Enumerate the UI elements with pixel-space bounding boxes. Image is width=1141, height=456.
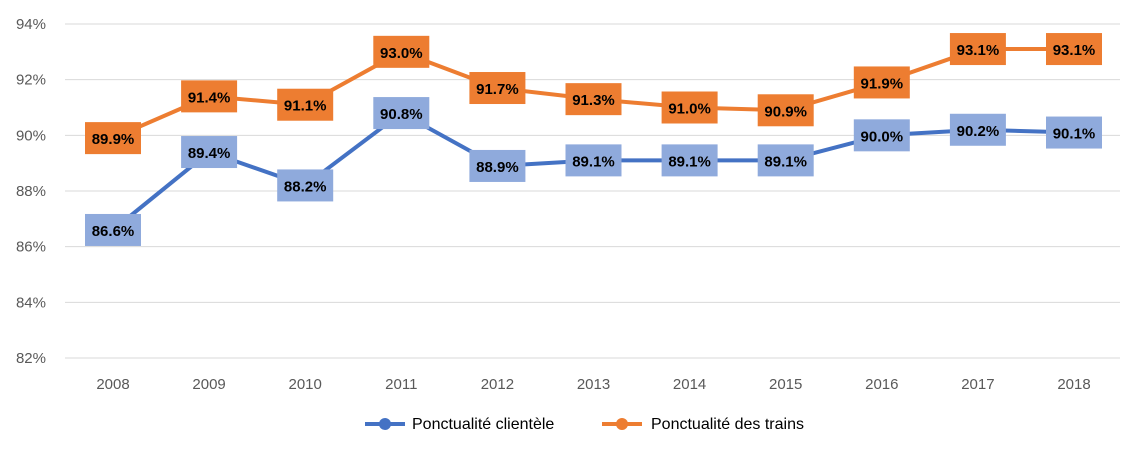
- data-label-box: [373, 35, 430, 68]
- data-point: 93.1%: [1046, 33, 1102, 66]
- data-label: 91.7%: [476, 81, 519, 98]
- legend-marker-clientele: [379, 418, 391, 430]
- data-point: 91.9%: [853, 66, 910, 99]
- data-label: 90.1%: [1053, 126, 1096, 143]
- y-tick-label: 82%: [16, 350, 46, 367]
- x-tick-label: 2013: [577, 376, 610, 393]
- data-point: 89.4%: [181, 136, 238, 169]
- data-label-box: [277, 88, 334, 121]
- data-point: 91.3%: [565, 83, 622, 116]
- x-tick-label: 2017: [961, 376, 994, 393]
- data-point: 89.1%: [757, 144, 814, 177]
- data-label-box: [853, 66, 910, 99]
- data-point: 90.0%: [853, 119, 910, 152]
- x-tick-label: 2012: [481, 376, 514, 393]
- data-label-box: [469, 149, 526, 182]
- data-label-box: [1046, 116, 1102, 149]
- data-point: 91.4%: [181, 80, 238, 113]
- data-label-box: [949, 33, 1006, 66]
- data-point: 90.8%: [373, 97, 430, 130]
- x-tick-label: 2015: [769, 376, 802, 393]
- data-label: 91.3%: [572, 92, 615, 109]
- data-labels: 86.6% 89.4% 88.2% 90.8% 88.9% 89.1% 89.1% 89.1%…: [85, 33, 1102, 246]
- y-tick-label: 92%: [16, 72, 46, 89]
- data-point: 89.9%: [85, 122, 141, 155]
- data-label: 89.1%: [764, 153, 807, 170]
- data-label: 89.4%: [188, 145, 231, 162]
- data-label-box: [1046, 33, 1102, 66]
- x-tick-label: 2014: [673, 376, 706, 393]
- data-label: 91.4%: [188, 89, 231, 106]
- data-label-box: [181, 136, 238, 169]
- gridlines: [65, 23, 1120, 359]
- data-label: 90.0%: [861, 128, 904, 145]
- y-tick-label: 94%: [16, 16, 46, 33]
- data-label-box: [181, 80, 238, 113]
- data-point: 88.9%: [469, 149, 526, 182]
- x-tick-label: 2016: [865, 376, 898, 393]
- data-label-box: [757, 94, 814, 127]
- y-tick-label: 90%: [16, 127, 46, 144]
- data-label-box: [373, 97, 430, 130]
- data-label: 93.1%: [1053, 42, 1096, 59]
- data-label: 88.2%: [284, 178, 327, 195]
- data-label-box: [757, 144, 814, 177]
- data-label: 89.9%: [92, 131, 135, 148]
- data-label: 93.0%: [380, 45, 423, 62]
- data-label-box: [85, 213, 141, 246]
- data-label-box: [853, 119, 910, 152]
- data-label-box: [469, 72, 526, 105]
- data-point: 90.2%: [949, 113, 1006, 146]
- legend-label-trains: Ponctualité des trains: [651, 416, 804, 433]
- data-label-box: [661, 91, 718, 124]
- data-label: 90.2%: [957, 123, 1000, 140]
- data-point: 89.1%: [565, 144, 622, 177]
- data-label-box: [277, 169, 334, 202]
- data-point: 91.1%: [277, 88, 334, 121]
- data-label: 90.9%: [764, 103, 807, 120]
- data-label: 91.1%: [284, 98, 327, 115]
- data-label: 89.1%: [572, 153, 615, 170]
- data-point: 89.1%: [661, 144, 718, 177]
- y-tick-label: 88%: [16, 183, 46, 200]
- data-label-box: [661, 144, 718, 177]
- data-point: 93.0%: [373, 35, 430, 68]
- data-label-box: [565, 144, 622, 177]
- data-point: 90.9%: [757, 94, 814, 127]
- legend-marker-trains: [616, 418, 628, 430]
- data-point: 86.6%: [85, 213, 141, 246]
- y-tick-label: 86%: [16, 239, 46, 256]
- data-label: 91.9%: [861, 75, 904, 92]
- data-point: 91.0%: [661, 91, 718, 124]
- x-tick-label: 2018: [1057, 376, 1090, 393]
- data-label-box: [85, 122, 141, 155]
- data-label: 93.1%: [957, 42, 1000, 59]
- legend: Ponctualité clientèle Ponctualité des tr…: [365, 416, 804, 433]
- data-point: 91.7%: [469, 72, 526, 105]
- data-label-box: [949, 113, 1006, 146]
- x-axis: 2008 2009 2010 2011 2012 2013 2014 2015 2016 2017…: [96, 376, 1090, 393]
- x-tick-label: 2011: [385, 376, 417, 393]
- data-label-box: [565, 83, 622, 116]
- data-point: 93.1%: [949, 33, 1006, 66]
- data-point: 90.1%: [1046, 116, 1102, 149]
- legend-label-clientele: Ponctualité clientèle: [412, 416, 554, 433]
- series-lines: [111, 47, 1076, 232]
- data-point: 88.2%: [277, 169, 334, 202]
- x-tick-label: 2008: [96, 376, 129, 393]
- y-tick-label: 84%: [16, 294, 46, 311]
- data-label: 88.9%: [476, 159, 519, 176]
- data-label: 86.6%: [92, 223, 135, 240]
- data-label: 91.0%: [668, 101, 711, 118]
- data-label: 89.1%: [668, 153, 711, 170]
- data-label: 90.8%: [380, 106, 423, 123]
- x-tick-label: 2009: [192, 376, 225, 393]
- y-axis: 82% 84% 86% 88% 90% 92% 94%: [16, 16, 46, 367]
- x-tick-label: 2010: [289, 376, 322, 393]
